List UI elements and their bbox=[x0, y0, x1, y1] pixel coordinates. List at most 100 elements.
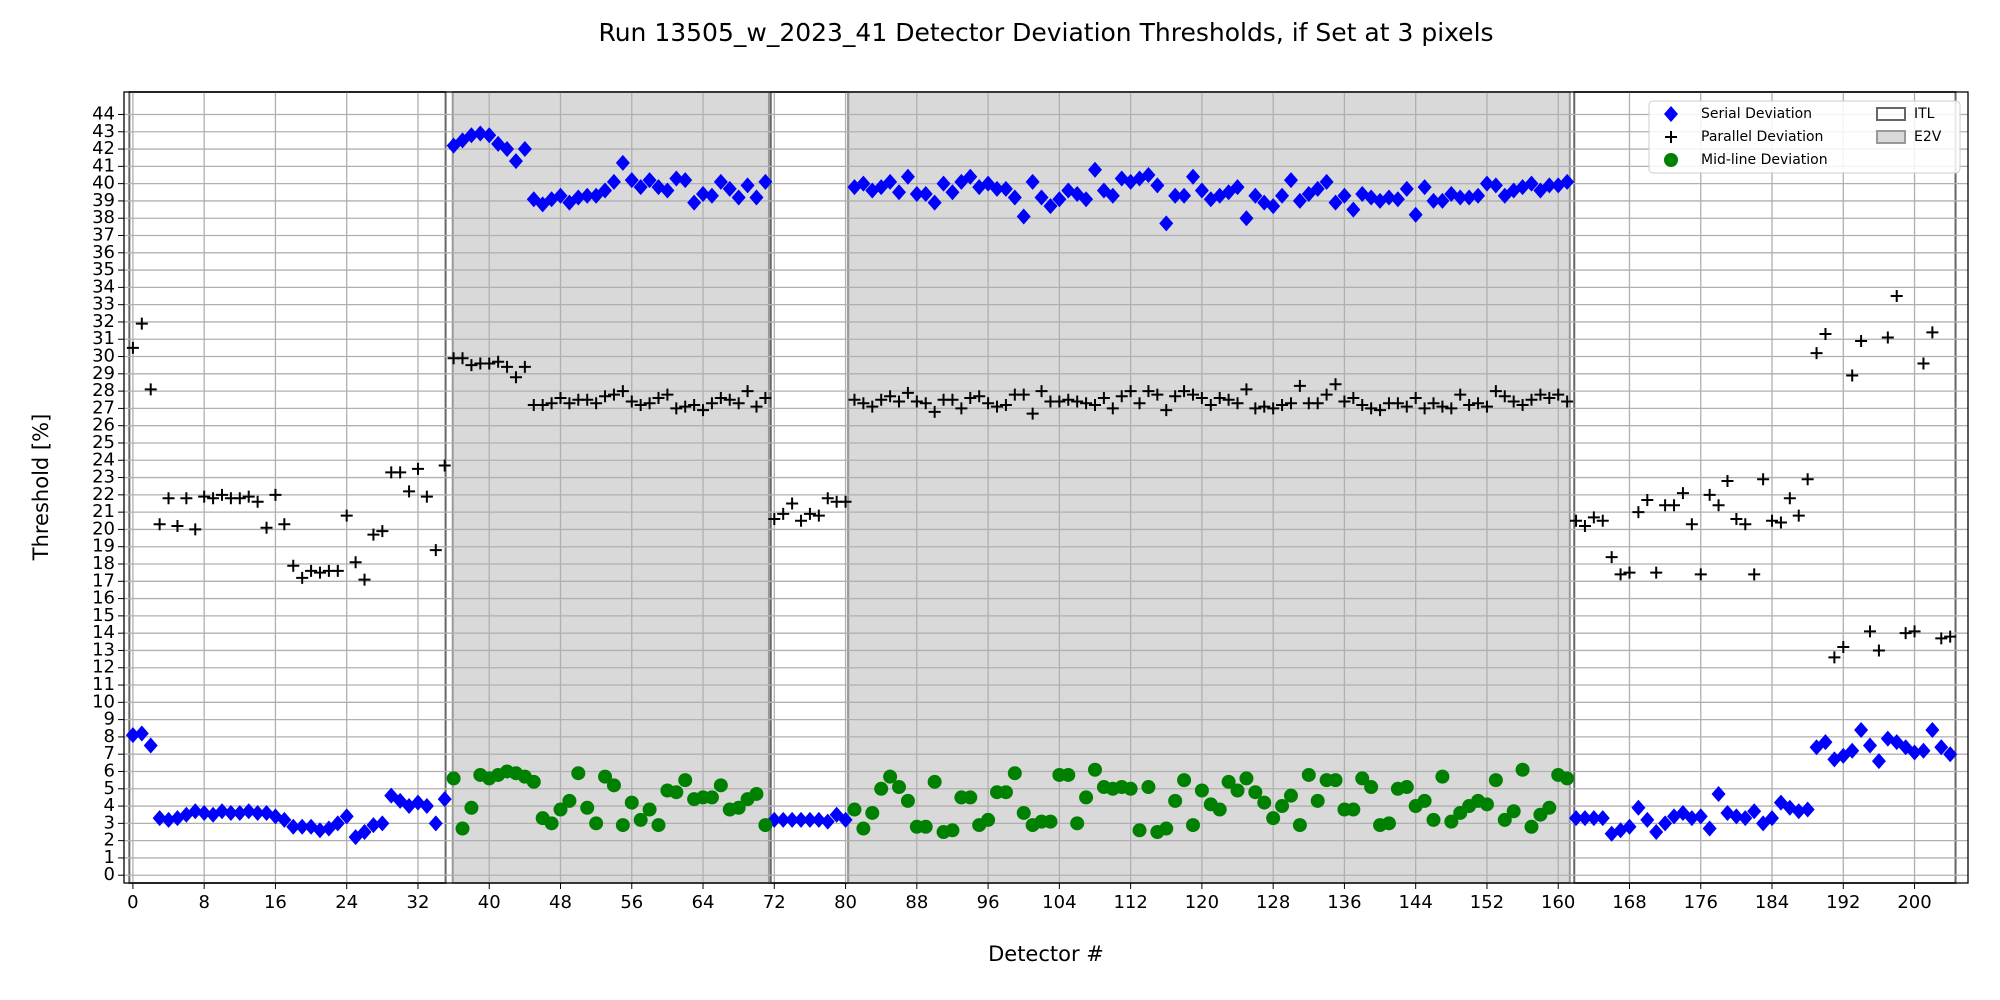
marker-plus bbox=[1418, 402, 1431, 415]
marker-plus bbox=[269, 488, 282, 501]
x-tick-label: 64 bbox=[692, 892, 715, 913]
marker-circle bbox=[1061, 767, 1076, 782]
marker-plus bbox=[741, 385, 754, 398]
marker-circle bbox=[704, 790, 719, 805]
marker-plus bbox=[1151, 388, 1164, 401]
marker-diamond bbox=[134, 725, 149, 742]
marker-circle bbox=[1087, 762, 1102, 777]
marker-diamond bbox=[1649, 823, 1664, 840]
marker-circle bbox=[1079, 790, 1094, 805]
y-tick-label: 35 bbox=[92, 259, 115, 280]
x-tick-label: 128 bbox=[1256, 892, 1290, 913]
marker-diamond bbox=[945, 184, 960, 201]
marker-diamond bbox=[1408, 206, 1423, 223]
marker-plus bbox=[1890, 290, 1903, 303]
marker-diamond bbox=[339, 808, 354, 825]
marker-plus bbox=[1641, 494, 1654, 507]
y-tick-label: 34 bbox=[92, 276, 115, 297]
x-tick-label: 184 bbox=[1755, 892, 1789, 913]
marker-diamond bbox=[1052, 191, 1067, 208]
marker-circle bbox=[669, 785, 684, 800]
marker-diamond bbox=[669, 170, 684, 187]
marker-plus bbox=[634, 398, 647, 411]
marker-diamond bbox=[1043, 198, 1058, 215]
marker-plus bbox=[964, 392, 977, 405]
y-tick-label: 13 bbox=[92, 639, 115, 660]
marker-plus bbox=[1881, 331, 1894, 344]
marker-diamond bbox=[1488, 177, 1503, 194]
marker-diamond bbox=[1524, 175, 1539, 192]
marker-diamond bbox=[1560, 173, 1575, 190]
marker-diamond bbox=[1631, 799, 1646, 816]
marker-circle bbox=[1212, 802, 1227, 817]
y-tick-label: 37 bbox=[92, 225, 115, 246]
marker-circle bbox=[1435, 769, 1450, 784]
marker-plus bbox=[893, 395, 906, 408]
marker-plus bbox=[1917, 357, 1930, 370]
marker-diamond bbox=[1292, 192, 1307, 209]
marker-circle bbox=[1542, 800, 1557, 815]
marker-plus bbox=[901, 386, 914, 399]
y-axis-label: Threshold [%] bbox=[29, 414, 53, 562]
x-tick-label: 120 bbox=[1185, 892, 1219, 913]
marker-plus bbox=[1534, 388, 1547, 401]
marker-circle bbox=[1664, 153, 1678, 167]
marker-plus bbox=[1365, 402, 1378, 415]
marker-plus bbox=[162, 492, 175, 505]
marker-diamond bbox=[161, 811, 176, 828]
marker-circle bbox=[874, 781, 889, 796]
y-tick-label: 19 bbox=[92, 536, 115, 557]
marker-plus bbox=[287, 559, 300, 572]
marker-plus bbox=[946, 393, 959, 406]
marker-diamond bbox=[642, 172, 657, 189]
marker-diamond bbox=[571, 189, 586, 206]
marker-circle bbox=[1141, 780, 1156, 795]
marker-plus bbox=[420, 490, 433, 503]
y-tick-label: 42 bbox=[92, 138, 115, 159]
y-tick-label: 22 bbox=[92, 484, 115, 505]
marker-circle bbox=[1016, 805, 1031, 820]
marker-diamond bbox=[1622, 818, 1637, 835]
marker-plus bbox=[679, 400, 692, 413]
marker-plus bbox=[1213, 392, 1226, 405]
marker-plus bbox=[1204, 398, 1217, 411]
marker-diamond bbox=[776, 811, 791, 828]
x-tick-label: 152 bbox=[1470, 892, 1504, 913]
marker-plus bbox=[1436, 400, 1449, 413]
marker-diamond bbox=[1346, 201, 1361, 218]
marker-plus bbox=[1908, 625, 1921, 638]
marker-plus bbox=[1089, 398, 1101, 411]
marker-plus bbox=[1507, 395, 1520, 408]
marker-circle bbox=[1230, 783, 1245, 798]
region-e2v bbox=[451, 91, 770, 884]
marker-diamond bbox=[1658, 815, 1673, 832]
marker-plus bbox=[403, 485, 416, 498]
x-tick-label: 80 bbox=[834, 892, 857, 913]
marker-plus bbox=[1774, 516, 1787, 529]
marker-circle bbox=[1310, 793, 1325, 808]
marker-circle bbox=[1292, 818, 1307, 833]
marker-diamond bbox=[143, 737, 158, 754]
marker-plus bbox=[278, 518, 291, 531]
marker-plus bbox=[705, 397, 718, 410]
marker-plus bbox=[376, 525, 389, 538]
y-tick-label: 39 bbox=[92, 190, 115, 211]
marker-plus bbox=[554, 392, 567, 405]
marker-diamond bbox=[286, 818, 301, 835]
x-tick-label: 160 bbox=[1541, 892, 1575, 913]
x-tick-label: 200 bbox=[1897, 892, 1931, 913]
marker-plus bbox=[1249, 402, 1262, 415]
marker-circle bbox=[856, 821, 871, 836]
chart-title: Run 13505_w_2023_41 Detector Deviation T… bbox=[598, 18, 1493, 47]
marker-diamond bbox=[1738, 810, 1753, 827]
marker-plus bbox=[1427, 397, 1440, 410]
marker-diamond bbox=[482, 127, 497, 144]
marker-plus bbox=[768, 513, 781, 526]
marker-circle bbox=[580, 800, 595, 815]
marker-plus bbox=[144, 383, 157, 396]
legend-swatch bbox=[1876, 130, 1906, 144]
marker-diamond bbox=[223, 804, 238, 821]
marker-diamond bbox=[1016, 208, 1031, 225]
marker-diamond bbox=[1818, 734, 1833, 751]
marker-plus bbox=[759, 392, 772, 405]
